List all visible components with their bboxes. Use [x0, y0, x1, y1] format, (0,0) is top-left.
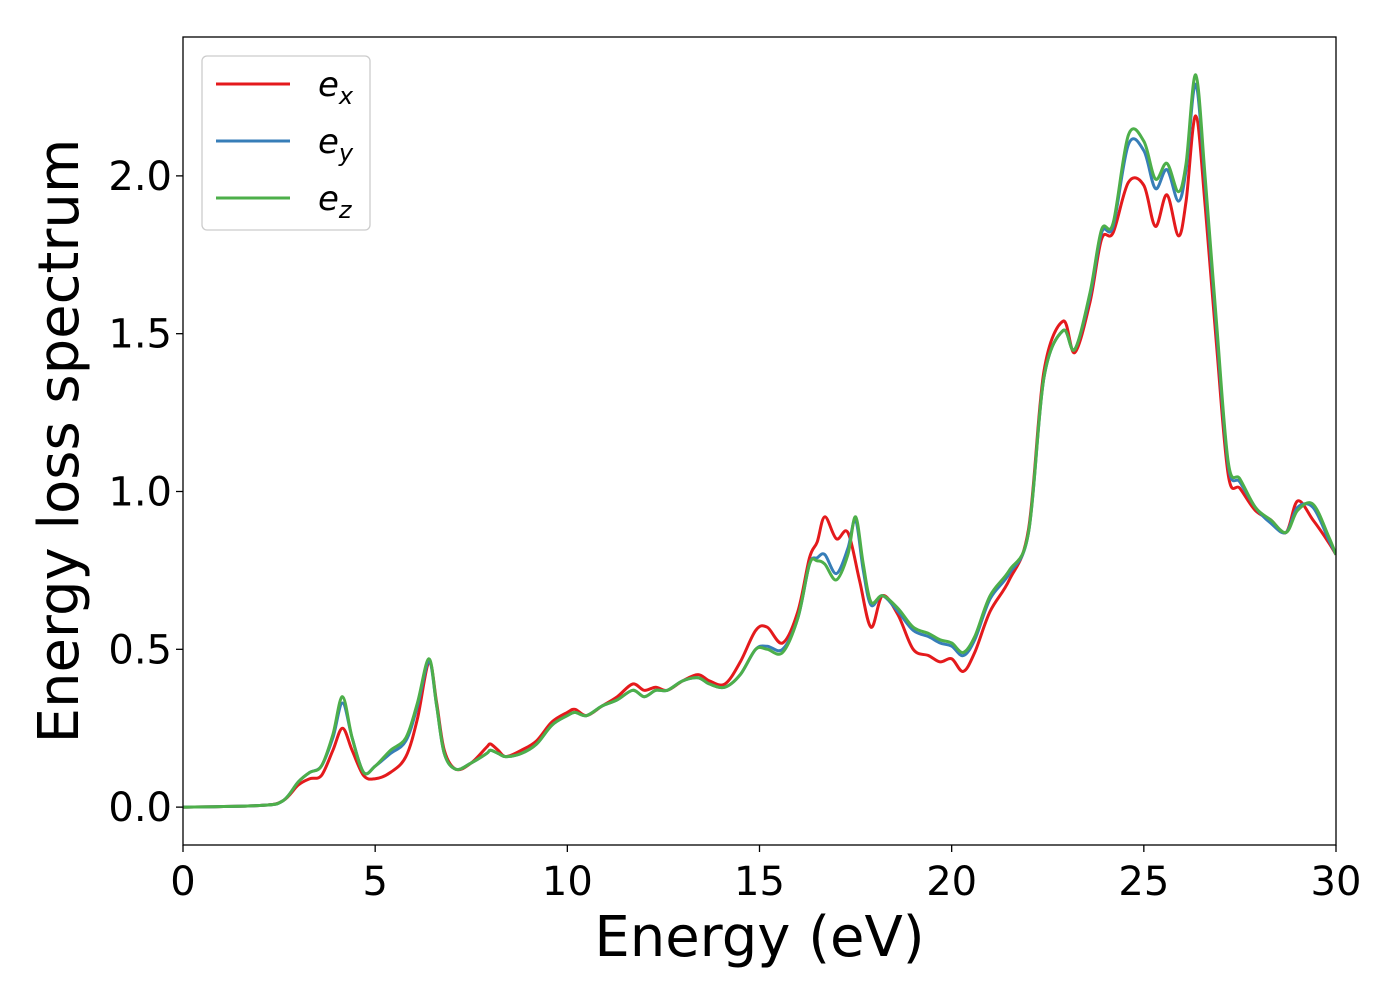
- y-tick-label: 0.0: [108, 785, 172, 831]
- x-tick-label: 5: [362, 859, 387, 905]
- x-tick-label: 10: [542, 859, 593, 905]
- y-tick-label: 2.0: [108, 154, 172, 200]
- y-tick-label: 1.0: [108, 470, 172, 516]
- y-tick-label: 1.5: [108, 312, 172, 358]
- y-axis-label: Energy loss spectrum: [27, 139, 92, 744]
- legend-label-z: ez: [318, 179, 353, 224]
- legend-box: [201, 55, 371, 231]
- y-axis: 0.0 0.5 1.0 1.5 2.0: [108, 154, 183, 831]
- legend: ex ey ez: [201, 55, 371, 231]
- series-layer: [183, 73, 1336, 809]
- x-tick-label: 20: [926, 859, 977, 905]
- x-tick-label: 30: [1311, 859, 1362, 905]
- x-tick-label: 0: [170, 859, 195, 905]
- x-axis: 0 5 10 15 20 25 30: [170, 845, 1361, 905]
- x-axis-label: Energy (eV): [594, 905, 924, 970]
- x-tick-label: 25: [1118, 859, 1169, 905]
- series-line-z: [183, 73, 1336, 809]
- plot-area: [183, 37, 1336, 845]
- y-tick-label: 0.5: [108, 627, 172, 673]
- legend-label-y: ey: [318, 122, 354, 167]
- legend-label-x: ex: [318, 65, 354, 110]
- x-tick-label: 15: [734, 859, 785, 905]
